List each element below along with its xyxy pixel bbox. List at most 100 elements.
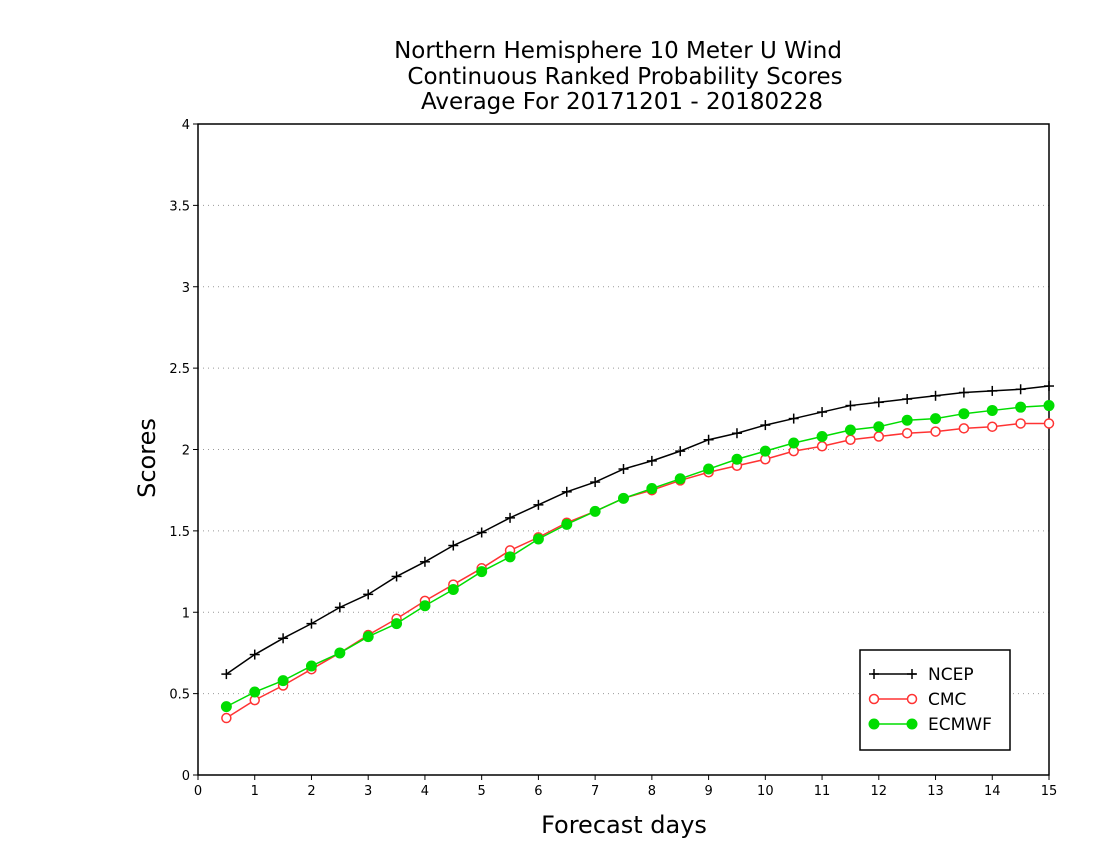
x-tick-label: 0 bbox=[194, 784, 202, 799]
data-point bbox=[873, 431, 885, 442]
data-point bbox=[476, 527, 487, 538]
series-group bbox=[220, 381, 1055, 724]
legend-item-ecmwf: ECMWF bbox=[868, 715, 992, 735]
data-point bbox=[816, 440, 828, 452]
x-tick-label: 14 bbox=[984, 784, 1001, 799]
y-tick-label: 3.5 bbox=[169, 199, 190, 214]
data-point bbox=[902, 394, 913, 405]
data-point bbox=[958, 387, 969, 398]
x-tick-label: 10 bbox=[757, 784, 774, 799]
data-point bbox=[901, 414, 913, 426]
data-point bbox=[958, 408, 970, 420]
x-tick-label: 7 bbox=[591, 784, 599, 799]
x-tick-label: 9 bbox=[704, 784, 712, 799]
y-axis-label: Scores bbox=[133, 418, 161, 498]
legend: NCEP CMC ECMWF bbox=[859, 649, 1011, 751]
x-tick-label: 12 bbox=[871, 784, 888, 799]
y-tick-label: 0 bbox=[182, 769, 190, 784]
data-point bbox=[675, 446, 686, 457]
data-point bbox=[760, 420, 771, 431]
data-point bbox=[249, 686, 261, 698]
x-tick-label: 5 bbox=[478, 784, 486, 799]
data-point bbox=[334, 602, 345, 613]
title-line-1: Northern Hemisphere 10 Meter U Wind bbox=[394, 38, 842, 64]
data-point bbox=[391, 571, 402, 582]
y-tick-label: 4 bbox=[182, 118, 190, 133]
data-point bbox=[703, 463, 715, 475]
data-point bbox=[561, 486, 572, 497]
data-point bbox=[788, 413, 799, 424]
data-point bbox=[618, 464, 629, 475]
data-point bbox=[221, 669, 232, 680]
data-point bbox=[901, 427, 913, 439]
data-point bbox=[845, 434, 856, 445]
data-point bbox=[305, 660, 317, 672]
data-point bbox=[249, 649, 260, 660]
data-point bbox=[703, 434, 714, 445]
data-point bbox=[731, 428, 742, 439]
data-point bbox=[589, 505, 601, 517]
legend-item-ncep: NCEP bbox=[869, 665, 974, 685]
data-point bbox=[844, 424, 856, 436]
data-point bbox=[1043, 418, 1055, 429]
y-tick-label: 0.5 bbox=[169, 688, 190, 703]
data-point bbox=[987, 385, 998, 396]
data-point bbox=[930, 426, 941, 437]
data-point bbox=[873, 397, 884, 408]
data-point bbox=[1015, 401, 1027, 413]
data-point bbox=[419, 556, 430, 567]
x-tick-label: 15 bbox=[1041, 784, 1058, 799]
chart-title: Northern Hemisphere 10 Meter U Wind Cont… bbox=[394, 38, 843, 115]
x-tick-label: 6 bbox=[534, 784, 542, 799]
x-tick-label: 2 bbox=[307, 784, 315, 799]
x-tick-label: 13 bbox=[927, 784, 944, 799]
data-point bbox=[731, 453, 743, 465]
data-point bbox=[448, 540, 459, 551]
x-tick-label: 3 bbox=[364, 784, 372, 799]
data-point bbox=[958, 423, 970, 434]
data-point bbox=[1015, 384, 1026, 395]
y-tick-label: 2.5 bbox=[169, 362, 190, 377]
x-tick-label: 1 bbox=[251, 784, 259, 799]
data-point bbox=[419, 600, 431, 612]
data-point bbox=[532, 533, 544, 545]
data-point bbox=[590, 477, 601, 488]
series-line bbox=[225, 385, 1050, 675]
data-point bbox=[220, 701, 232, 713]
legend-item-cmc: CMC bbox=[868, 690, 966, 710]
data-point bbox=[561, 518, 573, 530]
data-point bbox=[363, 589, 374, 600]
y-tick-label: 3 bbox=[182, 281, 190, 296]
data-point bbox=[504, 551, 516, 563]
legend-marker bbox=[906, 718, 918, 730]
data-point bbox=[618, 492, 629, 504]
data-point bbox=[930, 390, 941, 401]
axes: 00.511.522.533.540 1 2 3 4 5 6 7 8 9 10 11 12 13 14 15 bbox=[169, 118, 1057, 799]
data-point bbox=[845, 400, 856, 411]
data-point bbox=[1043, 400, 1055, 412]
x-tick-label: 11 bbox=[814, 784, 831, 799]
legend-marker bbox=[869, 669, 879, 679]
data-point bbox=[277, 675, 289, 687]
data-point bbox=[1015, 418, 1026, 429]
data-point bbox=[447, 583, 459, 595]
data-point bbox=[873, 421, 885, 433]
data-point bbox=[759, 445, 771, 457]
y-tick-label: 2 bbox=[182, 444, 190, 459]
series-ncep bbox=[221, 381, 1054, 680]
plot-frame bbox=[197, 123, 1050, 776]
x-tick-label: 4 bbox=[421, 784, 429, 799]
title-line-3: Average For 20171201 - 20180228 bbox=[421, 89, 823, 115]
data-point bbox=[816, 430, 828, 442]
legend-marker bbox=[907, 669, 917, 679]
data-point bbox=[476, 566, 488, 578]
data-point bbox=[646, 455, 657, 466]
data-point bbox=[646, 483, 658, 495]
legend-marker bbox=[868, 693, 880, 705]
title-line-2: Continuous Ranked Probability Scores bbox=[407, 64, 842, 90]
legend-marker bbox=[868, 718, 880, 730]
series-ecmwf bbox=[220, 400, 1055, 713]
gridlines bbox=[198, 204, 1049, 695]
data-point bbox=[306, 618, 317, 629]
